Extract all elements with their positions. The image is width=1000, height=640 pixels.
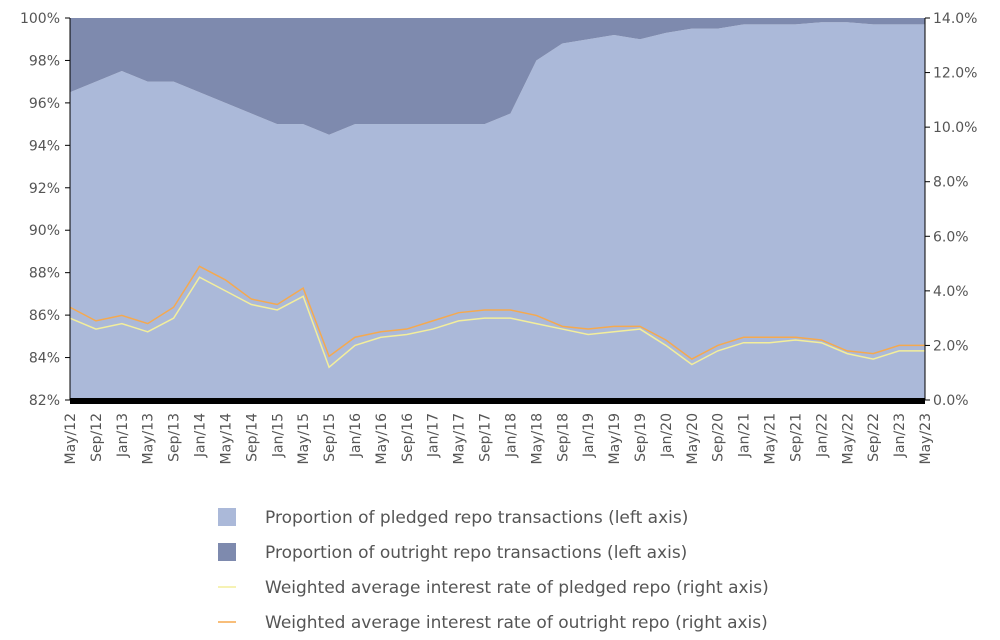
x-tick-label: Jan/20 [659, 413, 675, 458]
y-tick-label: 86% [29, 308, 60, 324]
y-tick-label: 98% [29, 53, 60, 69]
y-tick-label: 82% [29, 393, 60, 409]
legend-label: Weighted average interest rate of pledge… [265, 578, 769, 598]
legend-label: Weighted average interest rate of outrig… [265, 613, 768, 633]
x-tick-label: May/18 [529, 413, 545, 464]
x-tick-label: Jan/13 [115, 413, 131, 458]
x-tick-label: May/22 [840, 413, 856, 464]
x-tick-label: Sep/14 [244, 413, 260, 462]
y-tick-label: 96% [29, 96, 60, 112]
x-axis [70, 398, 925, 404]
x-tick-label: Sep/15 [322, 413, 338, 462]
x-tick-label: Sep/13 [167, 413, 183, 462]
x-tick-label: May/12 [63, 413, 79, 464]
x-tick-label: May/23 [918, 413, 934, 464]
x-tick-label: Jan/23 [892, 413, 908, 458]
y-tick-label: 90% [29, 223, 60, 239]
y2-tick-label: 4.0% [933, 284, 969, 300]
y-tick-label: 88% [29, 266, 60, 282]
x-tick-label: Sep/16 [400, 413, 416, 462]
line [69, 265, 925, 360]
x-tick-label: Jan/19 [581, 413, 597, 458]
legend-swatch [218, 543, 236, 561]
x-tick-label: Sep/17 [478, 413, 494, 462]
x-tick-label: Sep/20 [711, 413, 727, 462]
y2-tick-label: 0.0% [933, 393, 969, 409]
y2-tick-label: 10.0% [933, 120, 977, 136]
line [69, 276, 925, 369]
x-tick-label: Sep/21 [788, 413, 804, 462]
y2-tick-label: 14.0% [933, 11, 977, 27]
x-tick-label: Jan/16 [348, 413, 364, 458]
y2-tick-label: 8.0% [933, 175, 969, 191]
area [70, 22, 925, 400]
y-tick-label: 92% [29, 181, 60, 197]
y2-tick-label: 2.0% [933, 338, 969, 354]
y-tick-label: 94% [29, 138, 60, 154]
x-tick-label: May/14 [218, 413, 234, 465]
x-tick-label: May/15 [296, 413, 312, 464]
x-tick-label: Jan/14 [193, 413, 209, 458]
y2-tick-label: 6.0% [933, 229, 969, 245]
area [70, 18, 925, 135]
legend-label: Proportion of pledged repo transactions … [265, 508, 688, 528]
legend-swatch [218, 508, 236, 526]
x-tick-label: May/13 [141, 413, 157, 464]
x-tick-label: Jan/22 [814, 413, 830, 458]
x-tick-label: Jan/17 [426, 413, 442, 458]
y2-tick-label: 12.0% [933, 66, 977, 82]
x-tick-label: Sep/19 [633, 413, 649, 462]
y-tick-label: 100% [20, 11, 60, 27]
y-tick-label: 84% [29, 351, 60, 367]
x-tick-label: Sep/22 [866, 413, 882, 462]
x-tick-label: Jan/18 [503, 413, 519, 458]
x-tick-label: May/16 [374, 413, 390, 465]
x-tick-label: May/20 [685, 413, 701, 464]
x-tick-label: Sep/12 [89, 413, 105, 462]
x-tick-label: May/17 [452, 413, 468, 464]
x-tick-label: Jan/15 [270, 413, 286, 458]
x-tick-label: Sep/18 [555, 413, 571, 462]
x-tick-label: May/21 [763, 413, 779, 464]
legend-label: Proportion of outright repo transactions… [265, 543, 687, 563]
x-tick-label: Jan/21 [737, 413, 753, 458]
x-tick-label: May/19 [607, 413, 623, 464]
